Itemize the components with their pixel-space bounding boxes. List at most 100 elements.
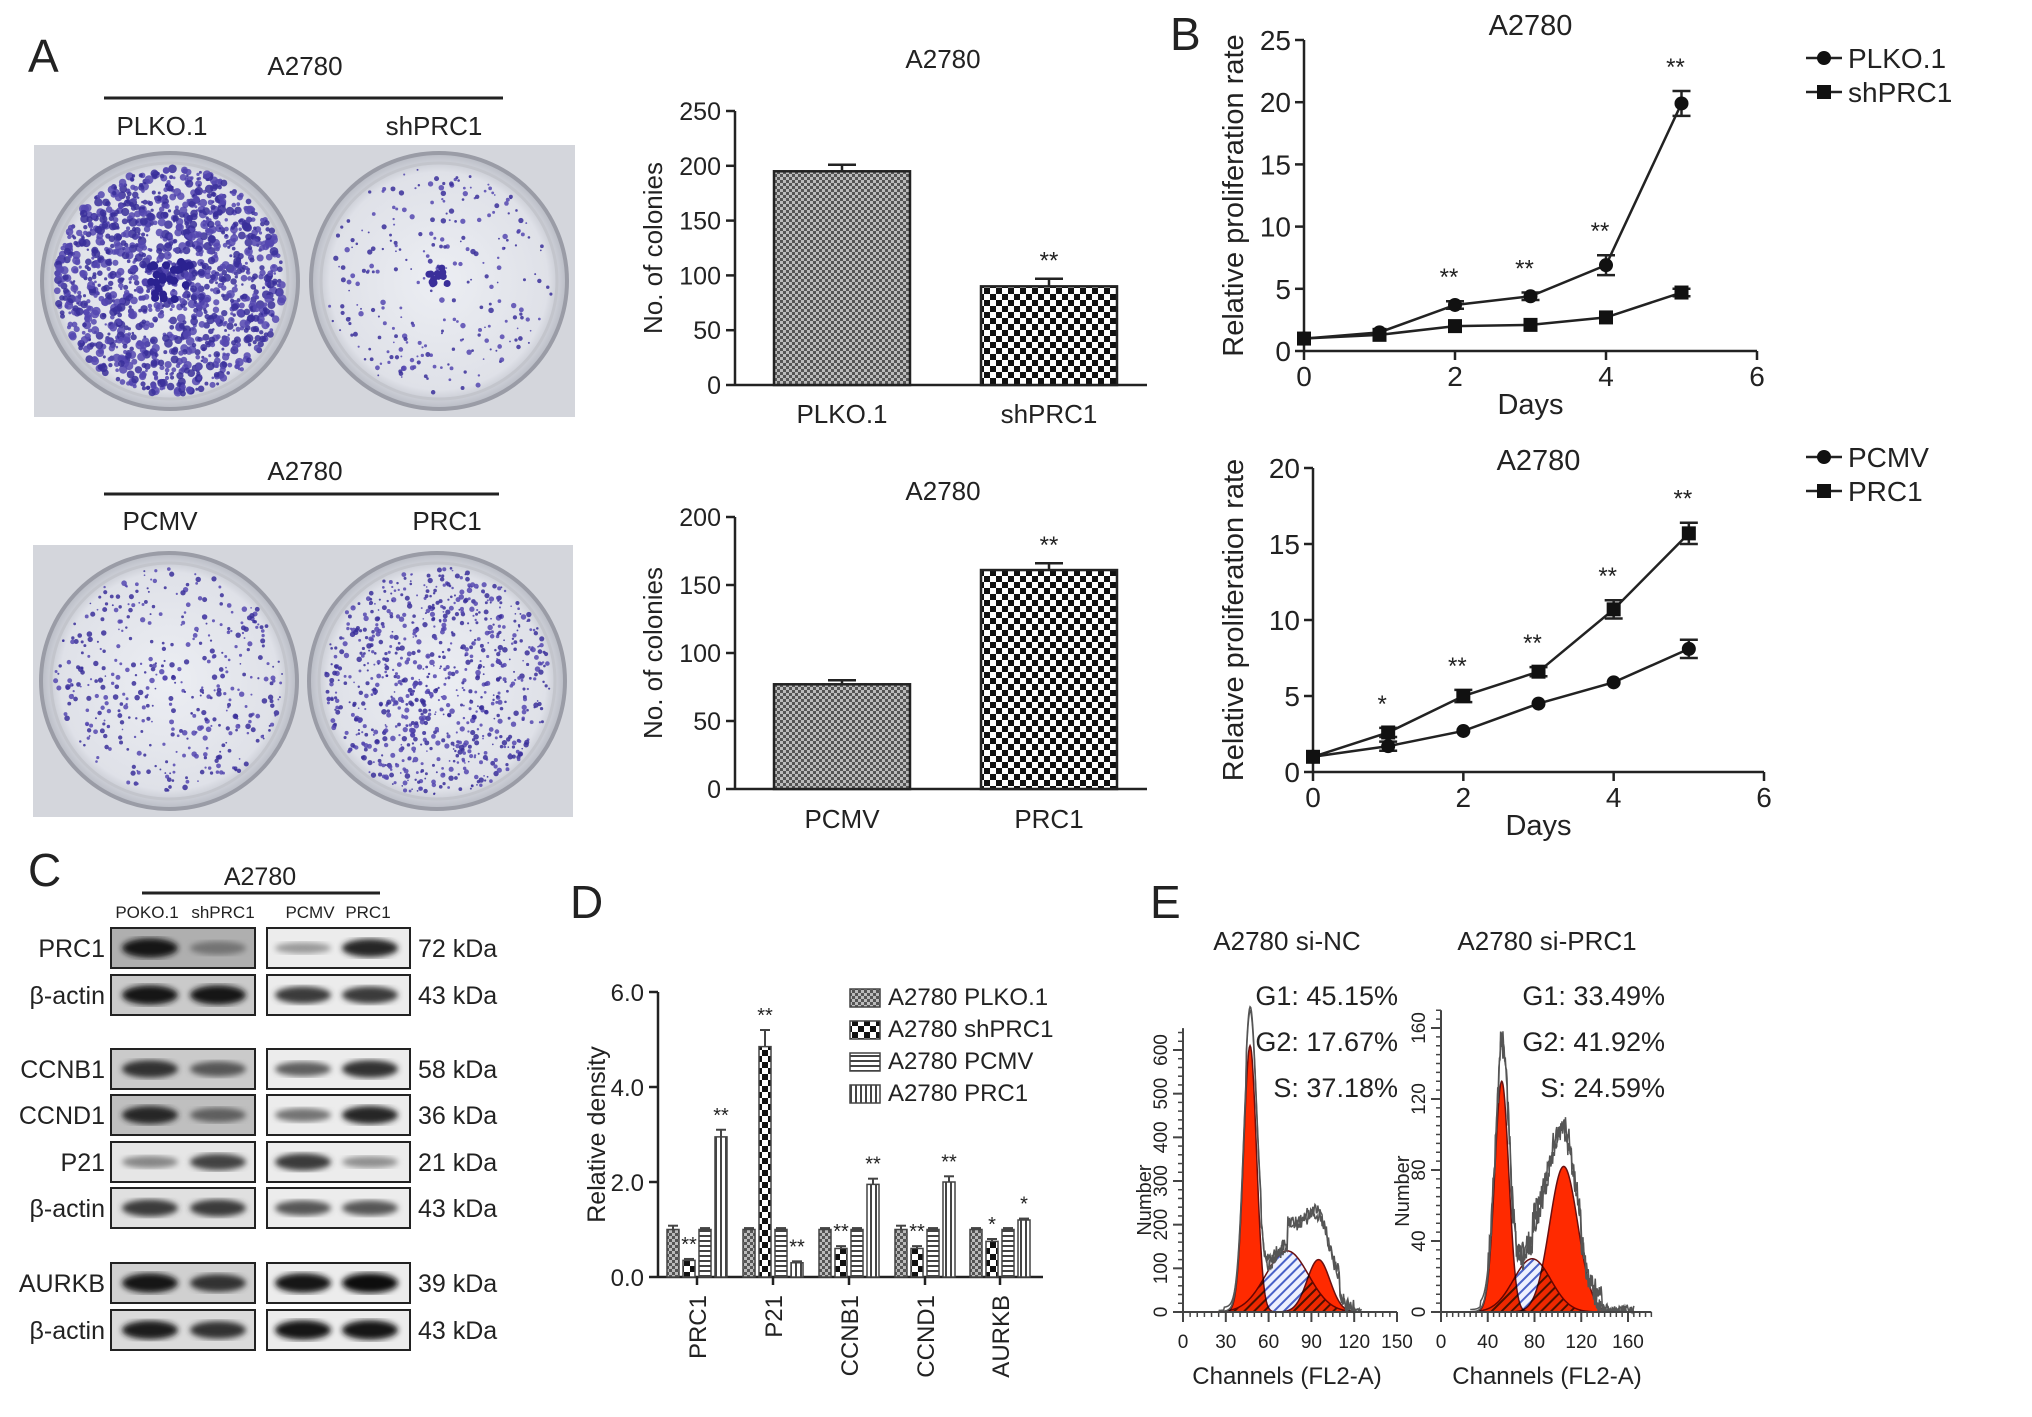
colony xyxy=(179,728,183,733)
colony xyxy=(85,723,89,726)
colony xyxy=(125,195,130,200)
colony xyxy=(281,673,283,675)
colony xyxy=(226,322,234,330)
colony xyxy=(330,663,333,666)
colony xyxy=(230,225,235,230)
colony xyxy=(382,579,386,583)
colony xyxy=(376,659,381,665)
colony xyxy=(155,673,158,676)
colony xyxy=(278,281,286,289)
bar-CCND1 xyxy=(894,1228,908,1278)
colony xyxy=(202,333,210,341)
colony xyxy=(438,184,445,191)
colony xyxy=(331,319,334,323)
colony xyxy=(244,238,253,247)
colony xyxy=(441,622,447,628)
colony xyxy=(125,626,128,629)
phase-percentage: G2: 41.92% xyxy=(1522,1027,1665,1057)
colony xyxy=(449,595,453,599)
colony xyxy=(338,705,343,710)
colony xyxy=(365,681,370,686)
bar-CCND1 xyxy=(926,1228,940,1278)
colony xyxy=(487,641,490,644)
colony xyxy=(405,724,409,727)
protein-band xyxy=(342,1060,398,1078)
colony xyxy=(141,278,149,286)
colony xyxy=(164,361,172,369)
bar-PRC1 xyxy=(682,1259,696,1278)
colony xyxy=(76,682,81,687)
colony xyxy=(95,760,98,763)
chart-title: A2780 si-NC xyxy=(1213,926,1360,956)
data-point xyxy=(1456,723,1471,738)
colony xyxy=(146,769,151,775)
colony-label: PLKO.1 xyxy=(116,111,207,141)
colony xyxy=(95,237,105,246)
colony xyxy=(207,634,211,637)
colony xyxy=(451,586,454,590)
colony xyxy=(213,299,220,306)
colony xyxy=(213,371,220,378)
colony xyxy=(172,238,178,244)
colony xyxy=(350,712,355,717)
colony xyxy=(493,757,498,763)
colony xyxy=(549,292,553,296)
colony xyxy=(476,783,478,786)
x-tick-label: 4 xyxy=(1606,782,1622,813)
colony xyxy=(451,347,456,351)
colony xyxy=(367,249,373,255)
colony xyxy=(400,316,403,319)
colony xyxy=(172,215,179,222)
colony xyxy=(199,688,204,693)
colony xyxy=(411,323,416,328)
colony xyxy=(130,662,137,668)
colony xyxy=(247,276,252,281)
colony xyxy=(342,637,345,640)
colony xyxy=(377,662,380,665)
colony xyxy=(381,754,384,757)
data-point xyxy=(1448,319,1462,334)
colony xyxy=(182,320,187,325)
colony xyxy=(449,366,454,371)
colony xyxy=(96,640,99,643)
colony xyxy=(513,647,517,652)
colony xyxy=(360,653,365,658)
colony xyxy=(507,716,511,720)
colony xyxy=(344,610,349,615)
colony xyxy=(232,329,236,332)
colony xyxy=(400,355,403,358)
colony xyxy=(454,573,460,579)
colony xyxy=(476,217,482,223)
colony xyxy=(199,198,208,207)
colony xyxy=(370,609,374,614)
colony xyxy=(176,340,179,343)
colony xyxy=(180,590,186,596)
colony xyxy=(144,369,148,373)
colony xyxy=(151,190,156,195)
colony xyxy=(325,689,330,694)
colony xyxy=(350,742,355,748)
colony xyxy=(171,262,177,268)
colony xyxy=(469,787,472,790)
colony xyxy=(511,637,515,640)
colony xyxy=(245,198,252,205)
y-tick-label: 5 xyxy=(1275,274,1291,305)
colony xyxy=(377,315,380,318)
colony xyxy=(101,285,108,292)
y-tick-label: 20 xyxy=(1260,87,1291,118)
colony xyxy=(251,238,259,247)
colony xyxy=(439,244,443,249)
colony xyxy=(105,249,111,255)
colony xyxy=(376,673,382,679)
colony xyxy=(210,204,216,210)
colony xyxy=(460,218,466,224)
colony xyxy=(412,621,415,624)
colony xyxy=(183,659,190,665)
colony xyxy=(166,382,175,391)
colony xyxy=(381,676,384,679)
colony xyxy=(206,248,213,255)
colony xyxy=(184,177,189,182)
colony xyxy=(368,347,372,351)
colony xyxy=(262,243,270,251)
